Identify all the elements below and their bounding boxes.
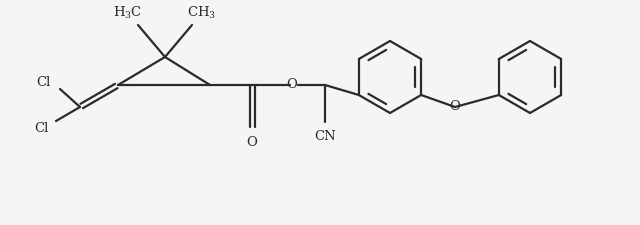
- Text: Cl: Cl: [36, 76, 51, 88]
- Text: O: O: [246, 135, 257, 148]
- Text: $\mathregular{CH_3}$: $\mathregular{CH_3}$: [188, 5, 216, 21]
- Text: O: O: [449, 101, 460, 113]
- Text: $\mathregular{H_3C}$: $\mathregular{H_3C}$: [113, 5, 143, 21]
- Text: Cl: Cl: [34, 122, 49, 135]
- Text: O: O: [287, 79, 298, 92]
- Text: CN: CN: [314, 130, 336, 144]
